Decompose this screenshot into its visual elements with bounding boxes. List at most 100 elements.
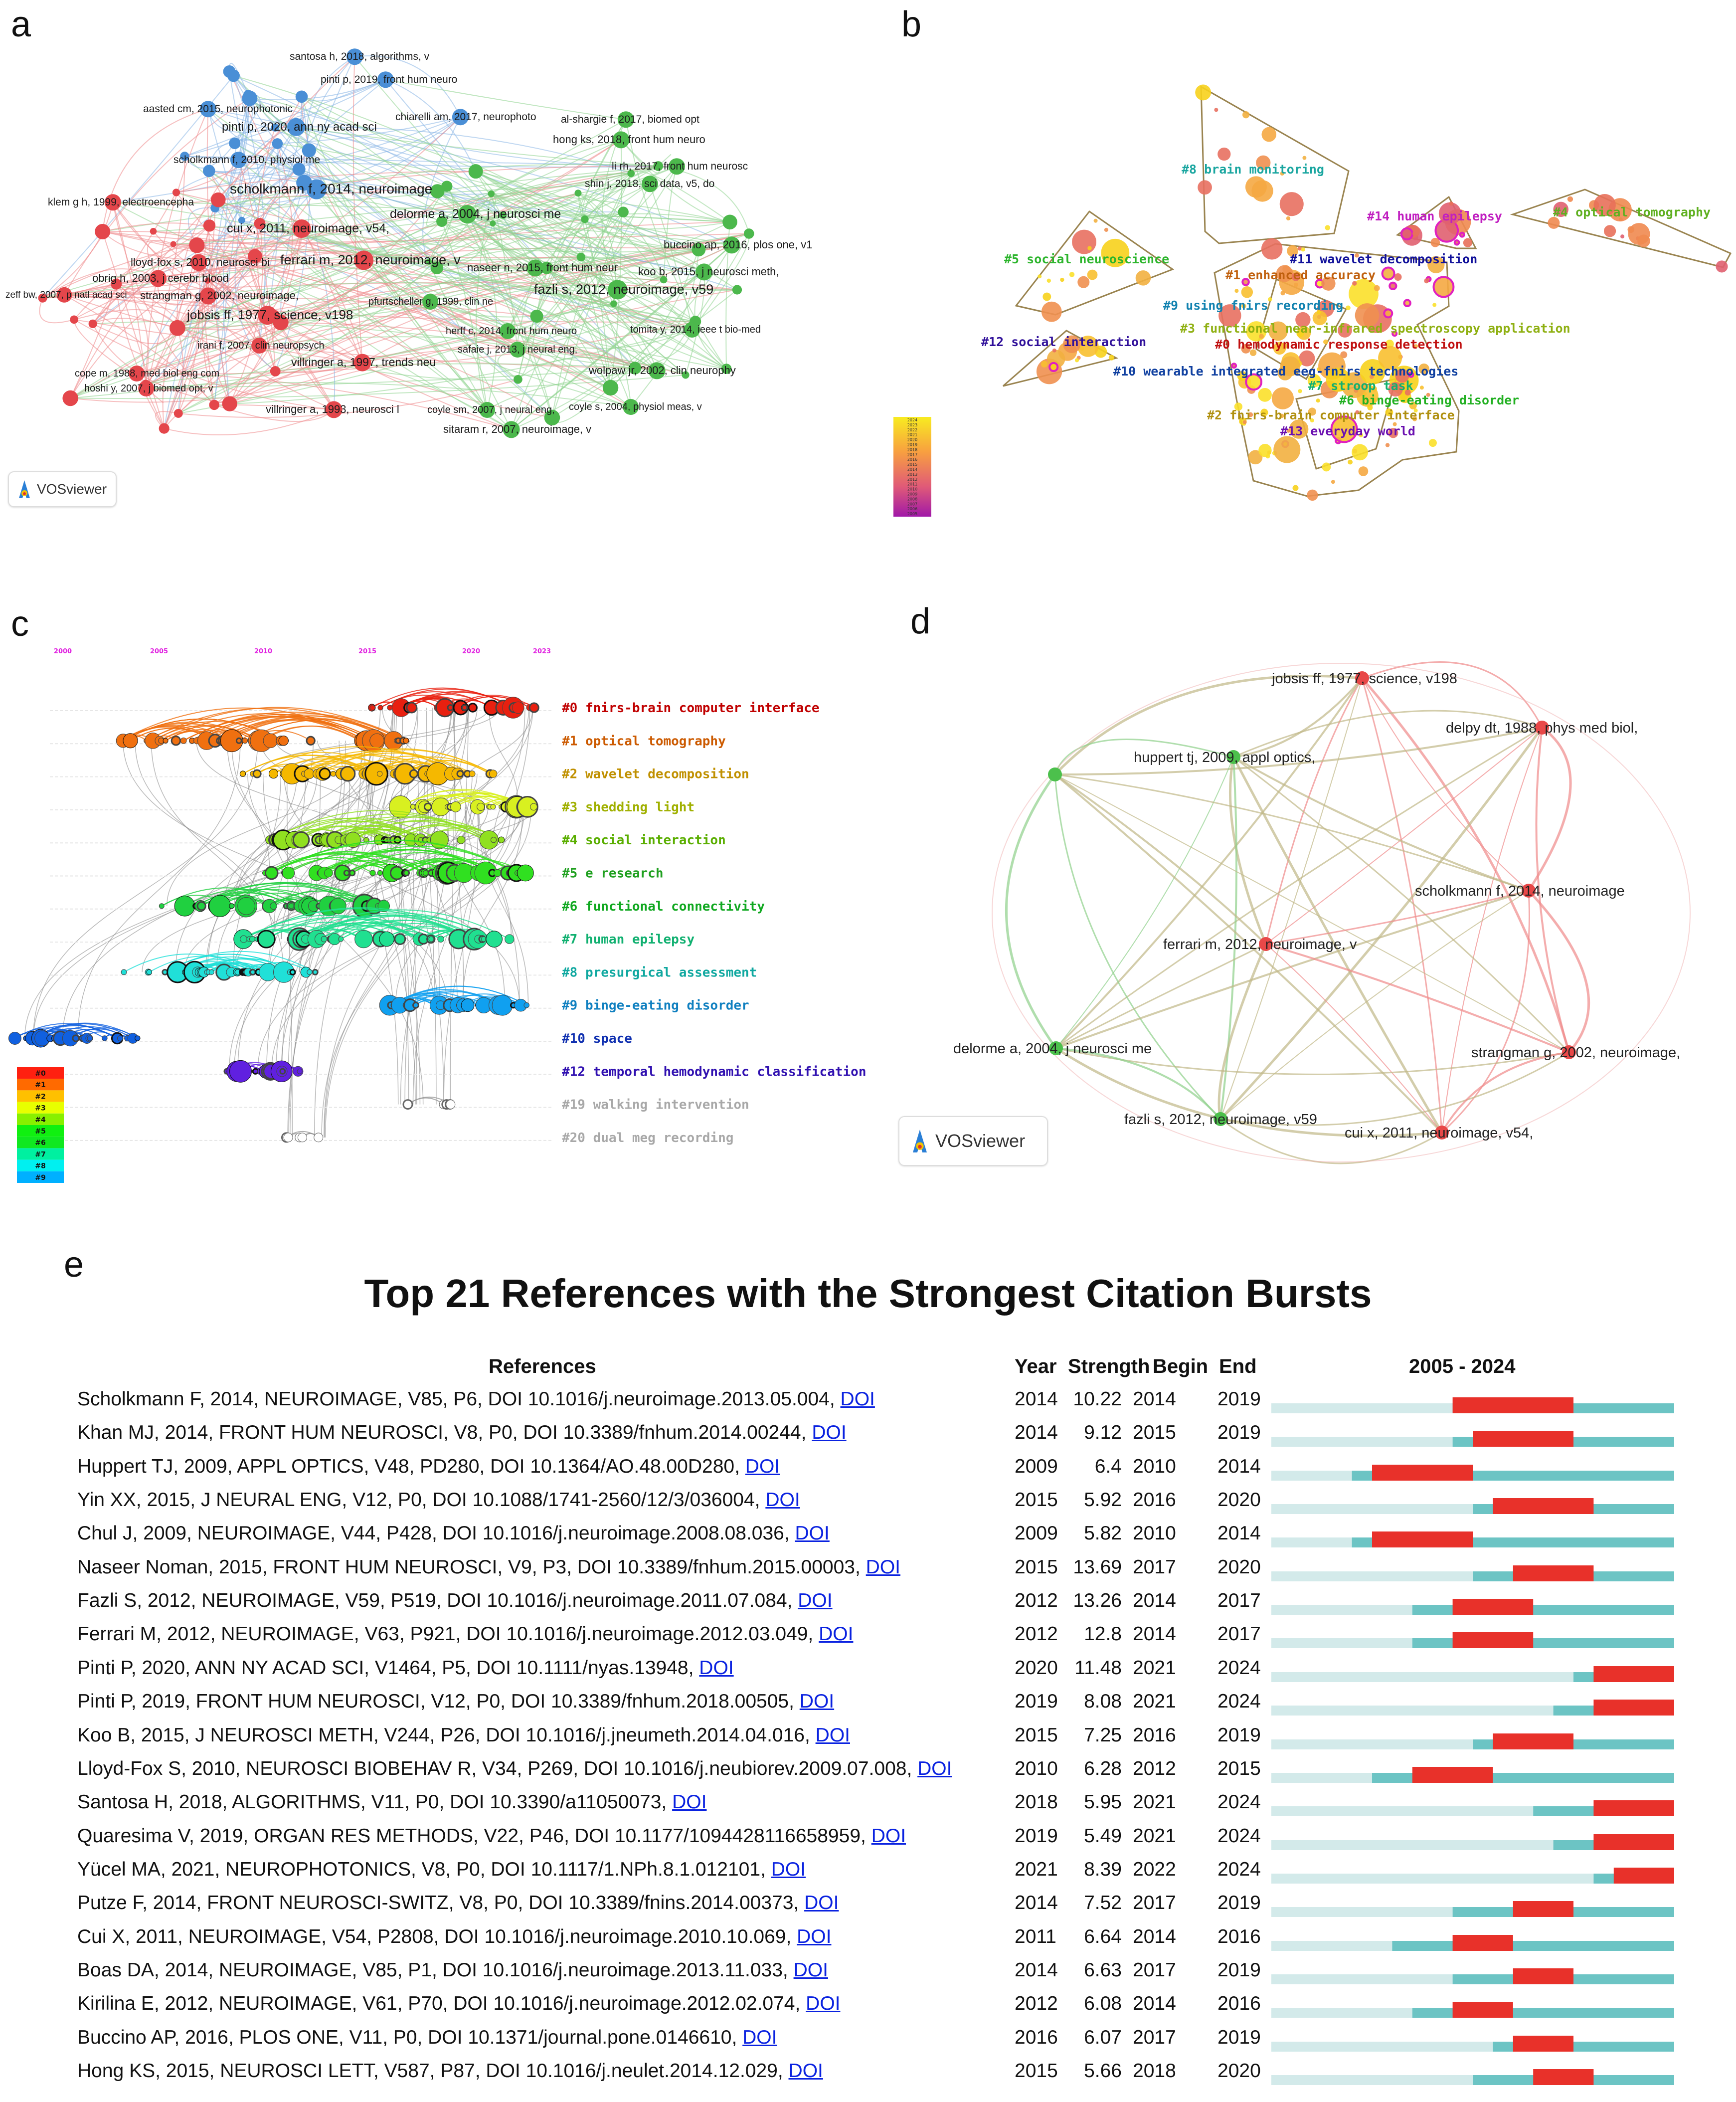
reference-node[interactable] [1385,408,1393,416]
doi-link[interactable]: DOI [798,1590,833,1612]
reference-node[interactable] [222,396,237,411]
reference-node[interactable] [1388,428,1398,438]
timeline-reference-node[interactable] [409,769,418,778]
timeline-reference-node[interactable] [123,733,138,749]
reference-node[interactable] [1038,274,1042,279]
reference-node[interactable] [270,366,281,377]
reference-node[interactable] [150,227,157,235]
reference-node[interactable] [1412,416,1417,421]
timeline-reference-node[interactable] [240,935,248,943]
timeline-reference-node[interactable] [486,931,503,948]
reference-node[interactable] [1372,397,1377,402]
reference-node[interactable] [1259,334,1264,339]
reference-node[interactable] [271,123,279,132]
reference-node[interactable] [1562,1045,1576,1059]
reference-node[interactable] [610,300,617,307]
reference-node[interactable] [1297,246,1302,251]
reference-node[interactable] [1349,279,1379,309]
timeline-reference-node[interactable] [450,801,461,812]
reference-node[interactable] [1104,227,1108,232]
reference-node[interactable] [1316,310,1321,315]
reference-node[interactable] [1323,339,1328,345]
doi-link[interactable]: DOI [866,1556,901,1578]
doi-link[interactable]: DOI [771,1858,806,1880]
reference-node[interactable] [1346,305,1351,311]
timeline-reference-node[interactable] [490,837,497,843]
timeline-reference-node[interactable] [283,1133,293,1143]
timeline-reference-node[interactable] [403,738,409,744]
timeline-reference-node[interactable] [457,835,466,844]
reference-node[interactable] [1426,392,1430,397]
reference-node[interactable] [1400,227,1413,241]
timeline-reference-node[interactable] [423,870,429,876]
reference-node[interactable] [1322,462,1331,472]
reference-node[interactable] [1354,388,1359,393]
reference-node[interactable] [490,220,496,226]
timeline-reference-node[interactable] [257,930,276,949]
reference-node[interactable] [272,138,283,149]
timeline-reference-node[interactable] [242,738,248,744]
timeline-reference-node[interactable] [235,737,242,744]
doi-link[interactable]: DOI [672,1791,707,1813]
timeline-reference-node[interactable] [249,968,256,975]
reference-node[interactable] [296,175,313,191]
reference-node[interactable] [499,211,507,219]
timeline-reference-node[interactable] [512,701,524,714]
reference-node[interactable] [1424,278,1429,284]
reference-node[interactable] [1403,299,1411,307]
timeline-reference-node[interactable] [307,969,313,975]
reference-node[interactable] [618,206,629,217]
timeline-reference-node[interactable] [492,994,513,1016]
timeline-reference-node[interactable] [477,802,485,811]
reference-node[interactable] [722,214,737,230]
reference-node[interactable] [500,323,516,339]
reference-node[interactable] [1041,301,1062,322]
reference-node[interactable] [1388,382,1403,397]
reference-node[interactable] [608,280,628,300]
timeline-reference-node[interactable] [237,897,255,915]
timeline-reference-node[interactable] [174,895,195,917]
timeline-reference-node[interactable] [319,767,331,780]
reference-node[interactable] [1389,281,1397,291]
reference-node[interactable] [111,278,122,290]
timeline-reference-node[interactable] [387,705,393,711]
reference-node[interactable] [1395,369,1409,383]
timeline-reference-node[interactable] [423,802,432,811]
reference-node[interactable] [1242,420,1247,424]
doi-link[interactable]: DOI [806,1993,841,2015]
reference-node[interactable] [1567,196,1573,202]
reference-node[interactable] [692,242,706,257]
reference-node[interactable] [1352,444,1368,461]
timeline-reference-node[interactable] [348,869,356,877]
timeline-reference-node[interactable] [364,762,388,786]
reference-node[interactable] [1248,412,1253,417]
timeline-reference-node[interactable] [369,733,384,749]
reference-node[interactable] [1271,387,1294,409]
reference-node[interactable] [1279,192,1304,216]
reference-node[interactable] [1295,312,1311,328]
timeline-reference-node[interactable] [289,968,296,975]
timeline-reference-node[interactable] [379,931,394,947]
reference-node[interactable] [1093,218,1098,223]
reference-node[interactable] [1289,419,1309,439]
reference-node[interactable] [1391,331,1398,337]
timeline-reference-node[interactable] [278,736,289,746]
reference-node[interactable] [1302,156,1307,160]
timeline-reference-node[interactable] [528,702,539,713]
reference-node[interactable] [1298,389,1302,393]
timeline-reference-node[interactable] [494,869,502,877]
doi-link[interactable]: DOI [917,1757,952,1779]
reference-node[interactable] [1360,359,1386,384]
timeline-reference-node[interactable] [461,704,468,711]
reference-node[interactable] [1087,246,1092,250]
reference-node[interactable] [1296,330,1304,338]
timeline-reference-node[interactable] [270,902,277,910]
timeline-reference-node[interactable] [498,836,505,843]
reference-node[interactable] [129,366,145,382]
reference-node[interactable] [1432,303,1437,307]
timeline-reference-node[interactable] [8,1032,21,1045]
timeline-reference-node[interactable] [252,1068,259,1075]
reference-node[interactable] [581,215,589,223]
timeline-reference-node[interactable] [377,870,383,876]
timeline-reference-node[interactable] [403,869,410,877]
